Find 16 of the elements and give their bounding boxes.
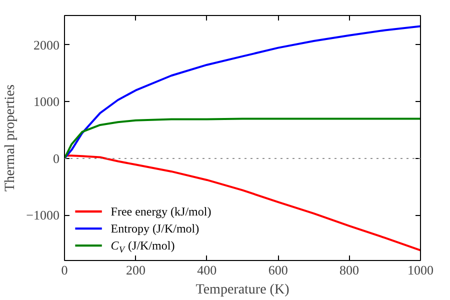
y-tick-label: 0 (53, 150, 60, 166)
x-tick-label: 600 (268, 262, 288, 278)
x-axis-title: Temperature (K) (196, 282, 290, 298)
y-tick-label: −1000 (26, 208, 60, 223)
x-tick-label: 400 (197, 262, 217, 278)
y-tick-label: 2000 (34, 37, 60, 52)
y-tick-label: 1000 (34, 94, 60, 110)
line-series (64, 25, 420, 160)
line-series (64, 118, 420, 160)
legend-label: Free energy (kJ/mol) (110, 204, 212, 218)
x-tick-label: 1000 (408, 262, 434, 278)
x-tick-label: 200 (126, 262, 146, 278)
line-series (64, 154, 420, 252)
y-axis-title: Thermal properties (3, 84, 18, 192)
legend-label: Entropy (J/K/mol) (110, 222, 200, 236)
x-tick-label: 800 (340, 262, 360, 278)
